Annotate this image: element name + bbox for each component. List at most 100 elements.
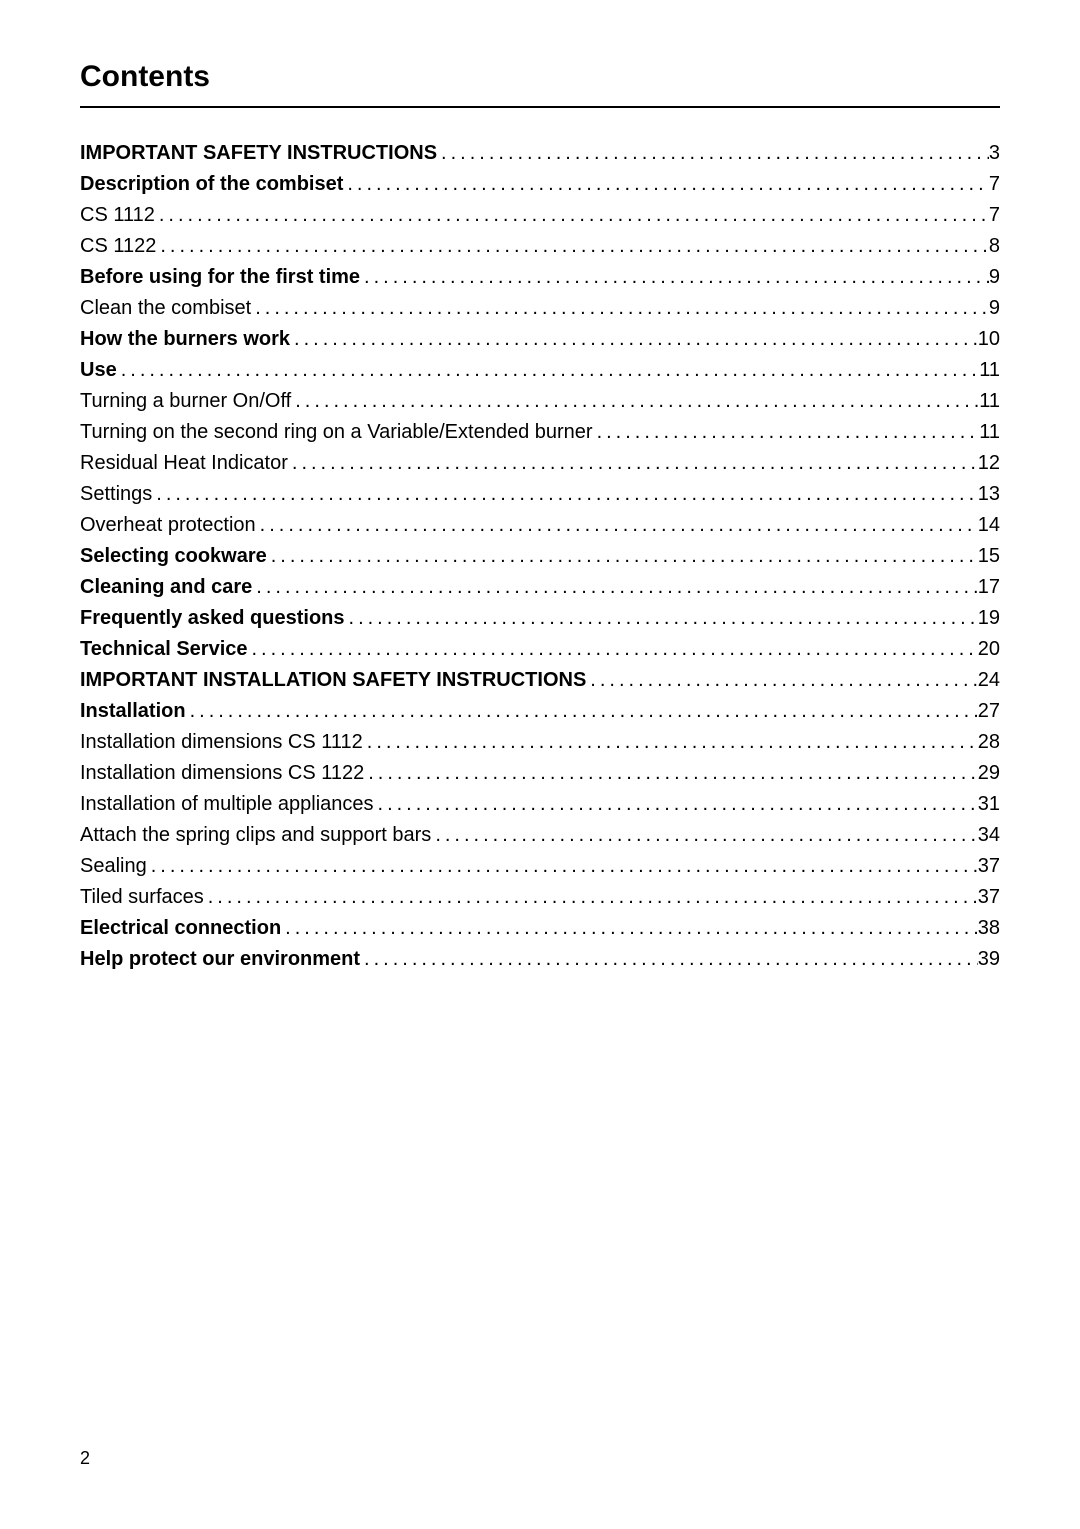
toc-item-page: 9 xyxy=(989,262,1000,293)
toc-item-page: 3 xyxy=(989,138,1000,169)
toc-item-page: 27 xyxy=(978,696,1000,727)
toc-item-label: Installation xyxy=(80,696,186,727)
toc-item: Tiled surfaces 37 xyxy=(80,882,1000,913)
toc-item-page: 7 xyxy=(989,169,1000,200)
toc-item-page: 34 xyxy=(978,820,1000,851)
toc-item: Overheat protection 14 xyxy=(80,510,1000,541)
toc-item: IMPORTANT INSTALLATION SAFETY INSTRUCTIO… xyxy=(80,665,1000,696)
toc-item-page: 37 xyxy=(978,851,1000,882)
toc-item-label: IMPORTANT INSTALLATION SAFETY INSTRUCTIO… xyxy=(80,665,586,696)
toc-item-label: Help protect our environment xyxy=(80,944,360,975)
toc-dots xyxy=(281,913,978,944)
toc-item: CS 1122 8 xyxy=(80,231,1000,262)
toc-item-label: Electrical connection xyxy=(80,913,281,944)
toc-item-label: Overheat protection xyxy=(80,510,256,541)
page-number: 2 xyxy=(80,1448,90,1469)
toc-item-page: 15 xyxy=(978,541,1000,572)
toc-dots xyxy=(204,882,978,913)
toc-item-page: 12 xyxy=(978,448,1000,479)
toc-item-page: 38 xyxy=(978,913,1000,944)
toc-item: Description of the combiset 7 xyxy=(80,169,1000,200)
toc-item: Before using for the first time9 xyxy=(80,262,1000,293)
toc-dots xyxy=(360,262,989,293)
toc-dots xyxy=(343,169,989,200)
toc-item: Turning on the second ring on a Variable… xyxy=(80,417,1000,448)
toc-item-page: 7 xyxy=(989,200,1000,231)
toc-dots xyxy=(360,944,978,975)
toc-dots xyxy=(156,231,989,262)
toc-item-page: 29 xyxy=(978,758,1000,789)
toc-item-label: Tiled surfaces xyxy=(80,882,204,913)
toc-item: Sealing 37 xyxy=(80,851,1000,882)
toc-item-label: Settings xyxy=(80,479,152,510)
toc-item-page: 13 xyxy=(978,479,1000,510)
toc-item-label: How the burners work xyxy=(80,324,290,355)
toc-item-label: Residual Heat Indicator xyxy=(80,448,288,479)
toc-item-label: Cleaning and care xyxy=(80,572,252,603)
toc-item: CS 1112 7 xyxy=(80,200,1000,231)
toc-dots xyxy=(117,355,980,386)
toc-item: Installation dimensions CS 1122 29 xyxy=(80,758,1000,789)
toc-item: Cleaning and care 17 xyxy=(80,572,1000,603)
toc-item: Installation dimensions CS 111228 xyxy=(80,727,1000,758)
toc-item: Installation of multiple appliances 31 xyxy=(80,789,1000,820)
toc-item-page: 11 xyxy=(979,386,1000,417)
toc-dots xyxy=(290,324,978,355)
toc-item: Turning a burner On/Off 11 xyxy=(80,386,1000,417)
toc-item-page: 14 xyxy=(978,510,1000,541)
toc-item: Attach the spring clips and support bars… xyxy=(80,820,1000,851)
toc-dots xyxy=(345,603,978,634)
toc-dots xyxy=(593,417,980,448)
toc-dots xyxy=(288,448,978,479)
toc-item-label: Frequently asked questions xyxy=(80,603,345,634)
toc-dots xyxy=(437,138,989,169)
toc-dots xyxy=(363,727,978,758)
toc-item: Residual Heat Indicator 12 xyxy=(80,448,1000,479)
toc-item-label: Sealing xyxy=(80,851,147,882)
toc-item-label: CS 1112 xyxy=(80,200,155,231)
toc-item-page: 28 xyxy=(978,727,1000,758)
toc-item-label: Technical Service xyxy=(80,634,248,665)
toc-dots xyxy=(252,572,977,603)
toc-item-page: 31 xyxy=(978,789,1000,820)
toc-dots xyxy=(364,758,978,789)
toc-item-page: 19 xyxy=(978,603,1000,634)
toc-item-page: 37 xyxy=(978,882,1000,913)
toc-item: Technical Service 20 xyxy=(80,634,1000,665)
toc-item-page: 11 xyxy=(979,417,1000,448)
toc-item: Frequently asked questions 19 xyxy=(80,603,1000,634)
toc-dots xyxy=(251,293,989,324)
toc-item-label: Selecting cookware xyxy=(80,541,267,572)
toc-item-page: 17 xyxy=(978,572,1000,603)
toc-item-label: Attach the spring clips and support bars xyxy=(80,820,431,851)
toc-item-page: 11 xyxy=(979,355,1000,386)
toc-item: Use 11 xyxy=(80,355,1000,386)
toc-item-label: Turning on the second ring on a Variable… xyxy=(80,417,593,448)
toc-item-label: IMPORTANT SAFETY INSTRUCTIONS xyxy=(80,138,437,169)
toc-item-label: Description of the combiset xyxy=(80,169,343,200)
toc-item-label: Installation dimensions CS 1122 xyxy=(80,758,364,789)
toc-item-label: Installation of multiple appliances xyxy=(80,789,374,820)
toc-item-label: CS 1122 xyxy=(80,231,156,262)
toc-item-page: 20 xyxy=(978,634,1000,665)
title-underline xyxy=(80,106,1000,108)
toc-dots xyxy=(256,510,978,541)
toc-dots xyxy=(147,851,978,882)
toc-list: IMPORTANT SAFETY INSTRUCTIONS3Descriptio… xyxy=(80,138,1000,975)
toc-item-label: Clean the combiset xyxy=(80,293,251,324)
toc-dots xyxy=(186,696,978,727)
toc-item: Help protect our environment 39 xyxy=(80,944,1000,975)
toc-item-page: 9 xyxy=(989,293,1000,324)
toc-item: Settings 13 xyxy=(80,479,1000,510)
toc-item-page: 10 xyxy=(978,324,1000,355)
contents-title: Contents xyxy=(80,60,1000,94)
toc-item-page: 39 xyxy=(978,944,1000,975)
toc-item: Electrical connection 38 xyxy=(80,913,1000,944)
toc-item-label: Use xyxy=(80,355,117,386)
toc-dots xyxy=(431,820,977,851)
toc-item-page: 24 xyxy=(978,665,1000,696)
toc-item-page: 8 xyxy=(989,231,1000,262)
toc-item: Selecting cookware 15 xyxy=(80,541,1000,572)
toc-item-label: Turning a burner On/Off xyxy=(80,386,291,417)
toc-item: Installation 27 xyxy=(80,696,1000,727)
